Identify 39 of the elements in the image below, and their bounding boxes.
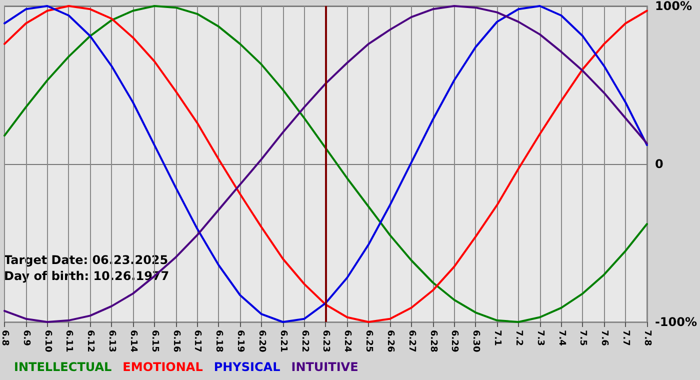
x-tick-label: 6.17	[192, 330, 202, 352]
x-tick-label: 7.5	[578, 330, 588, 346]
x-tick-label: 6.28	[428, 330, 438, 352]
x-tick-label: 6.12	[85, 330, 96, 352]
text: PHYSICAL	[214, 360, 281, 374]
x-tick-label: 6.8	[0, 330, 10, 346]
text: EMOTIONAL	[122, 360, 204, 374]
x-tick-label: 6.11	[64, 330, 74, 352]
x-tick-label: 7.3	[534, 330, 545, 346]
x-tick-label: 6.19	[235, 330, 246, 352]
x-tick-label: 6.20	[256, 330, 266, 352]
x-tick-label: 6.24	[342, 330, 352, 352]
line-series	[4, 5, 648, 323]
x-tick-label: 6.10	[42, 330, 52, 352]
text: INTELLECTUAL	[14, 360, 112, 374]
x-tick-label: 7.6	[599, 330, 610, 346]
x-tick-label: 6.29	[449, 330, 460, 352]
x-tick-label: 6.23	[320, 330, 331, 352]
y-tick-label: 100%	[654, 0, 692, 13]
x-tick-label: 6.13	[106, 330, 117, 352]
x-tick-label: 6.27	[406, 330, 416, 352]
y-tick-label: -100%	[654, 315, 698, 329]
x-tick-label: 7.8	[642, 330, 652, 346]
x-tick-label: 6.9	[20, 330, 31, 346]
x-tick-label: 6.18	[214, 330, 224, 352]
x-tick-label: 7.1	[492, 330, 502, 346]
y-tick-label: 0	[654, 157, 664, 171]
x-tick-label: 6.21	[278, 330, 288, 352]
x-tick-label: 7.4	[556, 330, 566, 346]
text: INTUITIVE	[291, 360, 358, 374]
x-tick-label: 6.15	[149, 330, 160, 352]
x-tick-label: 6.26	[384, 330, 395, 352]
x-tick-label: 6.16	[170, 330, 181, 352]
x-tick-label: 6.25	[364, 330, 374, 352]
x-tick-label: 6.22	[299, 330, 310, 352]
x-tick-label: 6.14	[128, 330, 138, 352]
x-tick-label: 7.2	[513, 330, 524, 346]
x-tick-label: 7.7	[620, 330, 631, 346]
x-tick-label: 6.30	[470, 330, 481, 352]
